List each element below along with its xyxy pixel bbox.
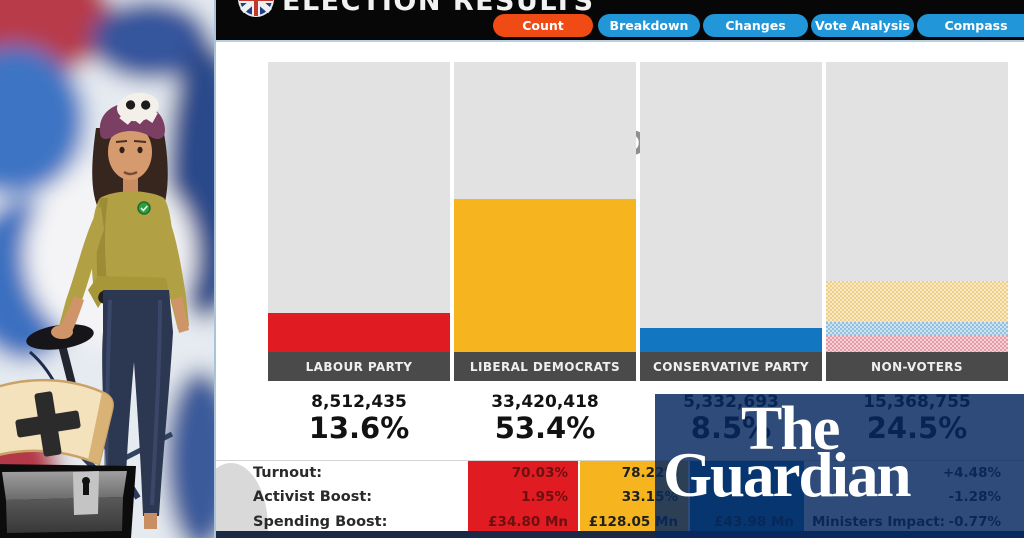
results-panel: ELECTION RESULTS Count Breakdown Changes… bbox=[214, 0, 1024, 538]
count-view: VOTED OUT! LABOUR PARTY LIBERAL DEMOCRAT… bbox=[216, 40, 1024, 538]
nonvoters-libdem-segment bbox=[826, 281, 1008, 322]
libdem-bar bbox=[454, 199, 636, 352]
nonvoters-label: NON-VOTERS bbox=[826, 352, 1008, 381]
labour-votes: 8,512,435 bbox=[311, 392, 407, 412]
ballot-paper-art bbox=[0, 378, 114, 466]
labour-stats-cell: 70.03% 1.95% £34.80 Mn bbox=[468, 461, 578, 534]
turnout-label: Turnout: bbox=[253, 465, 323, 481]
results-bar-chart: LABOUR PARTY LIBERAL DEMOCRATS CONSERVAT… bbox=[268, 62, 1008, 381]
tab-changes[interactable]: Changes bbox=[703, 14, 808, 37]
page-title: ELECTION RESULTS bbox=[282, 0, 595, 17]
nonvoters-column: NON-VOTERS bbox=[826, 62, 1008, 381]
libdem-votes: 33,420,418 bbox=[491, 392, 599, 412]
ballot-box-art bbox=[0, 464, 136, 538]
spending-boost-label: Spending Boost: bbox=[253, 514, 388, 530]
voter-character-art bbox=[0, 0, 214, 538]
labour-spending-boost: £34.80 Mn bbox=[488, 513, 568, 530]
nonvoters-bar-track bbox=[826, 62, 1008, 352]
nonvoters-labour-segment bbox=[826, 335, 1008, 352]
game-art-panel bbox=[0, 0, 214, 538]
libdem-percent: 53.4% bbox=[494, 411, 596, 445]
labour-activist-boost: 1.95% bbox=[521, 489, 568, 506]
labour-label: LABOUR PARTY bbox=[268, 352, 450, 381]
guardian-wordmark-the: The bbox=[741, 395, 840, 463]
nonvoters-conservative-segment bbox=[826, 322, 1008, 335]
guardian-logo-overlay: The Guardian bbox=[655, 394, 1024, 538]
labour-totals: 8,512,435 13.6% bbox=[268, 392, 450, 445]
libdem-column: LIBERAL DEMOCRATS bbox=[454, 62, 636, 381]
tab-count[interactable]: Count bbox=[493, 14, 593, 37]
voter-character bbox=[51, 92, 189, 532]
conservative-label: CONSERVATIVE PARTY bbox=[640, 352, 822, 381]
union-jack-roundel-icon bbox=[238, 0, 274, 17]
labour-percent: 13.6% bbox=[308, 411, 410, 445]
header-bar: ELECTION RESULTS Count Breakdown Changes… bbox=[216, 0, 1024, 40]
labour-bar-track bbox=[268, 62, 450, 352]
guardian-wordmark-guardian: Guardian bbox=[663, 440, 912, 510]
libdem-totals: 33,420,418 53.4% bbox=[454, 392, 636, 445]
tab-vote-analysis[interactable]: Vote Analysis bbox=[811, 14, 914, 37]
libdem-bar-track bbox=[454, 62, 636, 352]
labour-bar bbox=[268, 313, 450, 352]
labour-turnout: 70.03% bbox=[511, 465, 568, 482]
activist-boost-label: Activist Boost: bbox=[253, 489, 373, 505]
conservative-column: CONSERVATIVE PARTY bbox=[640, 62, 822, 381]
bottom-border-bar bbox=[216, 531, 1024, 538]
tab-breakdown[interactable]: Breakdown bbox=[598, 14, 700, 37]
conservative-bar-track bbox=[640, 62, 822, 352]
libdem-label: LIBERAL DEMOCRATS bbox=[454, 352, 636, 381]
nonvoters-stacked-bar bbox=[826, 281, 1008, 352]
conservative-bar bbox=[640, 328, 822, 352]
tab-compass[interactable]: Compass bbox=[917, 14, 1024, 37]
labour-column: LABOUR PARTY bbox=[268, 62, 450, 381]
